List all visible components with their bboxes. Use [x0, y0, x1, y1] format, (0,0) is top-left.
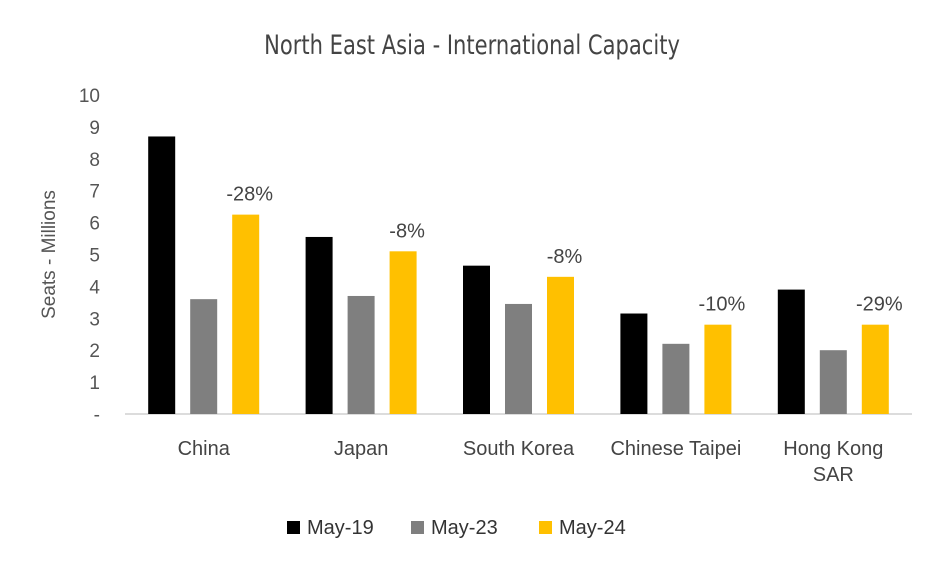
bar-may-24-1: [389, 251, 417, 414]
change-label: -28%: [226, 184, 273, 206]
bar-may-24-0: [232, 214, 260, 414]
bar-may-19-3: [620, 313, 648, 414]
bar-may-24-3: [704, 324, 732, 414]
category-label: China: [178, 438, 231, 460]
legend-swatch-may-19: [287, 521, 300, 534]
bar-may-23-3: [662, 343, 690, 414]
legend-label: May-19: [307, 517, 374, 539]
legend-label: May-24: [559, 517, 626, 539]
y-tick-label: 9: [89, 118, 100, 139]
legend-swatch-may-24: [539, 521, 552, 534]
bar-may-19-1: [305, 236, 333, 414]
y-tick-label: 8: [89, 150, 100, 171]
category-label: SAR: [813, 464, 854, 486]
bar-may-23-0: [190, 299, 218, 414]
category-label: South Korea: [463, 438, 575, 460]
y-tick-label: 6: [89, 214, 100, 235]
chart-title: North East Asia - International Capacity: [264, 29, 680, 60]
bar-may-19-0: [148, 136, 176, 414]
category-label: Hong Kong: [783, 438, 883, 460]
legend-label: May-23: [431, 517, 498, 539]
y-axis-label: Seats - Millions: [39, 190, 60, 319]
y-tick-label: 10: [79, 86, 100, 107]
bar-may-19-2: [463, 265, 490, 414]
bar-may-23-2: [505, 303, 532, 414]
y-tick-label: 3: [89, 309, 100, 330]
y-tick-label: 7: [89, 182, 100, 203]
bar-may-23-4: [819, 350, 847, 414]
y-tick-label: -: [94, 405, 100, 426]
change-label: -8%: [547, 246, 583, 268]
bar-may-24-4: [861, 324, 889, 414]
change-label: -8%: [389, 220, 425, 242]
change-label: -10%: [699, 294, 746, 316]
y-tick-label: 4: [89, 277, 100, 298]
bar-may-23-1: [347, 295, 375, 414]
bar-may-24-2: [547, 276, 574, 414]
bar-may-19-4: [777, 289, 805, 414]
category-label: Chinese Taipei: [610, 438, 741, 460]
y-tick-label: 5: [89, 246, 100, 267]
legend-swatch-may-23: [411, 521, 424, 534]
change-label: -29%: [856, 294, 903, 316]
y-tick-label: 2: [89, 341, 100, 362]
category-label: Japan: [334, 438, 389, 460]
y-tick-label: 1: [89, 373, 100, 394]
